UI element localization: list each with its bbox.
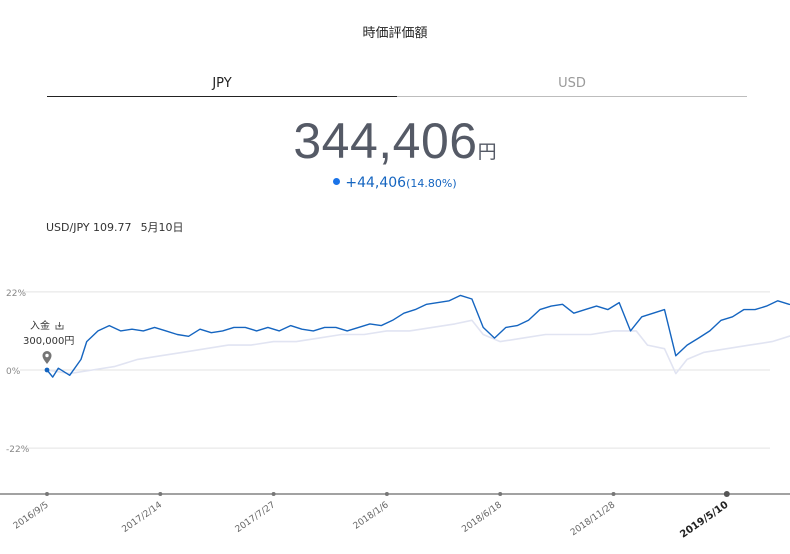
x-tick-label: 2018/11/28: [569, 500, 617, 538]
y-tick-label: 0%: [6, 367, 21, 377]
deposit-amount: 300,000円: [23, 336, 74, 347]
gain-dot-icon: [333, 178, 341, 185]
fx-rate: USD/JPY 109.77 5月10日: [46, 219, 184, 235]
tab-usd-underline: [397, 96, 747, 97]
x-tick-label: 2018/6/18: [460, 500, 504, 535]
fx-rate-label: USD/JPY 109.77: [46, 221, 132, 234]
tab-jpy[interactable]: JPY: [212, 76, 232, 91]
tab-jpy-underline: [47, 96, 397, 97]
fx-rate-date: 5月10日: [140, 221, 184, 234]
tab-usd[interactable]: USD: [558, 76, 586, 91]
total-unit: 円: [477, 141, 497, 163]
x-tick-label: 2017/7/27: [234, 500, 278, 535]
x-tick-dot: [498, 492, 503, 496]
deposit-pin-icon: [42, 351, 52, 364]
gain-percent: (14.80%): [406, 177, 457, 190]
x-tick-label: 2019/5/10: [678, 499, 730, 540]
deposit-point: [44, 367, 50, 373]
benchmark-series-line: [46, 319, 790, 375]
x-tick-dot: [611, 492, 616, 496]
portfolio-series-line: [46, 294, 790, 378]
x-tick-dot: [723, 491, 730, 497]
gain-summary: +44,406(14.80%): [0, 175, 790, 191]
deposit-label: 入金: [30, 319, 50, 332]
deposit-inbox-icon: [55, 322, 64, 330]
total-value: 344,406: [293, 113, 478, 169]
page-title: 時価評価額: [362, 26, 428, 41]
y-tick-label: -22%: [6, 445, 30, 455]
x-tick-dot: [45, 492, 49, 496]
gain-value: +44,406: [345, 175, 407, 191]
y-tick-label: 22%: [6, 289, 26, 299]
x-tick-dot: [271, 492, 276, 496]
x-tick-label: 2018/1/6: [352, 500, 391, 532]
total-valuation: 344,406円: [0, 112, 790, 170]
x-tick-label: 2017/2/14: [120, 500, 164, 535]
x-tick-label: 2016/9/5: [12, 500, 51, 531]
x-tick-dot: [158, 492, 163, 496]
x-tick-dot: [384, 492, 389, 496]
